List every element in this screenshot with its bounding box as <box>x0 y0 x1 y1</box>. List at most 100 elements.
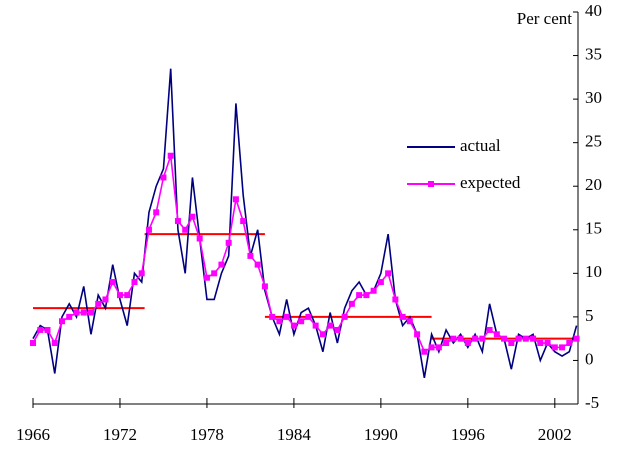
series-marker <box>124 292 131 299</box>
series-marker <box>508 340 515 347</box>
series-marker <box>182 226 189 233</box>
series-marker <box>145 226 152 233</box>
y-tick-label: 30 <box>585 88 602 107</box>
y-axis-label: Per cent <box>517 9 573 28</box>
series-marker <box>501 335 508 342</box>
series-marker <box>174 218 181 225</box>
y-tick-label: 0 <box>585 349 594 368</box>
series-marker <box>189 213 196 220</box>
series-marker <box>167 152 174 159</box>
y-tick-label: 10 <box>585 262 602 281</box>
series-marker <box>138 270 145 277</box>
series-marker <box>370 287 377 294</box>
series-marker <box>537 340 544 347</box>
series-marker <box>421 348 428 355</box>
x-tick-label: 2002 <box>538 425 572 444</box>
series-marker <box>95 300 102 307</box>
y-tick-label: 40 <box>585 1 602 20</box>
series-marker <box>377 279 384 286</box>
series-marker <box>211 270 218 277</box>
series-marker <box>356 292 363 299</box>
series-marker <box>232 196 239 203</box>
x-tick-label: 1966 <box>16 425 50 444</box>
series-marker <box>544 340 551 347</box>
series-marker <box>87 309 94 316</box>
series-marker <box>58 318 65 325</box>
y-tick-label: 35 <box>585 44 602 63</box>
series-marker <box>327 322 334 329</box>
series-marker <box>443 340 450 347</box>
series-marker <box>44 326 51 333</box>
series-marker <box>559 344 566 351</box>
series-line <box>32 155 577 353</box>
series-marker <box>406 318 413 325</box>
series-marker <box>472 335 479 342</box>
series-marker <box>37 326 44 333</box>
series-marker <box>298 318 305 325</box>
series-marker <box>486 326 493 333</box>
series-marker <box>51 340 58 347</box>
series-marker <box>116 292 123 299</box>
series-marker <box>530 335 537 342</box>
series-marker <box>66 313 73 320</box>
series-marker <box>385 270 392 277</box>
series-marker <box>261 283 268 290</box>
x-tick-label: 1990 <box>364 425 398 444</box>
series-marker <box>240 218 247 225</box>
series-marker <box>573 335 580 342</box>
series-marker <box>247 252 254 259</box>
series-marker <box>312 322 319 329</box>
series-marker <box>515 335 522 342</box>
y-tick-label: 5 <box>585 306 594 325</box>
series-marker <box>290 322 297 329</box>
series-marker <box>479 335 486 342</box>
series-marker <box>551 344 558 351</box>
series-marker <box>435 344 442 351</box>
series-marker <box>305 313 312 320</box>
series-marker <box>254 261 261 268</box>
series-marker <box>196 235 203 242</box>
series-marker <box>102 296 109 303</box>
y-tick-label: 20 <box>585 175 602 194</box>
series-marker <box>218 261 225 268</box>
series-marker <box>319 331 326 338</box>
series-marker <box>276 318 283 325</box>
legend-label: actual <box>460 136 501 155</box>
series-marker <box>30 340 36 347</box>
series-marker <box>283 313 290 320</box>
series-marker <box>428 344 435 351</box>
series-marker <box>450 335 457 342</box>
series-marker <box>225 239 232 246</box>
series-marker <box>269 313 276 320</box>
series-marker <box>493 331 500 338</box>
legend-marker <box>428 181 434 187</box>
y-tick-label: -5 <box>585 393 599 412</box>
x-tick-label: 1984 <box>277 425 312 444</box>
series-marker <box>109 279 116 286</box>
series-marker <box>341 313 348 320</box>
series-marker <box>160 174 167 181</box>
series-marker <box>153 209 160 216</box>
x-tick-label: 1978 <box>190 425 224 444</box>
series-marker <box>334 326 341 333</box>
series-marker <box>457 335 464 342</box>
series-marker <box>522 335 529 342</box>
series-marker <box>392 296 399 303</box>
series-marker <box>464 340 471 347</box>
series-marker <box>363 292 370 299</box>
series-marker <box>348 300 355 307</box>
series-marker <box>80 309 87 316</box>
y-tick-label: 15 <box>585 219 602 238</box>
y-tick-label: 25 <box>585 132 602 151</box>
x-tick-label: 1996 <box>451 425 485 444</box>
x-tick-label: 1972 <box>103 425 137 444</box>
series-marker <box>203 274 210 281</box>
series-line <box>32 68 578 378</box>
series-marker <box>131 279 138 286</box>
series-marker <box>399 313 406 320</box>
series-marker <box>73 309 80 316</box>
series-marker <box>566 340 573 347</box>
series-marker <box>414 331 421 338</box>
legend-label: expected <box>460 173 521 192</box>
